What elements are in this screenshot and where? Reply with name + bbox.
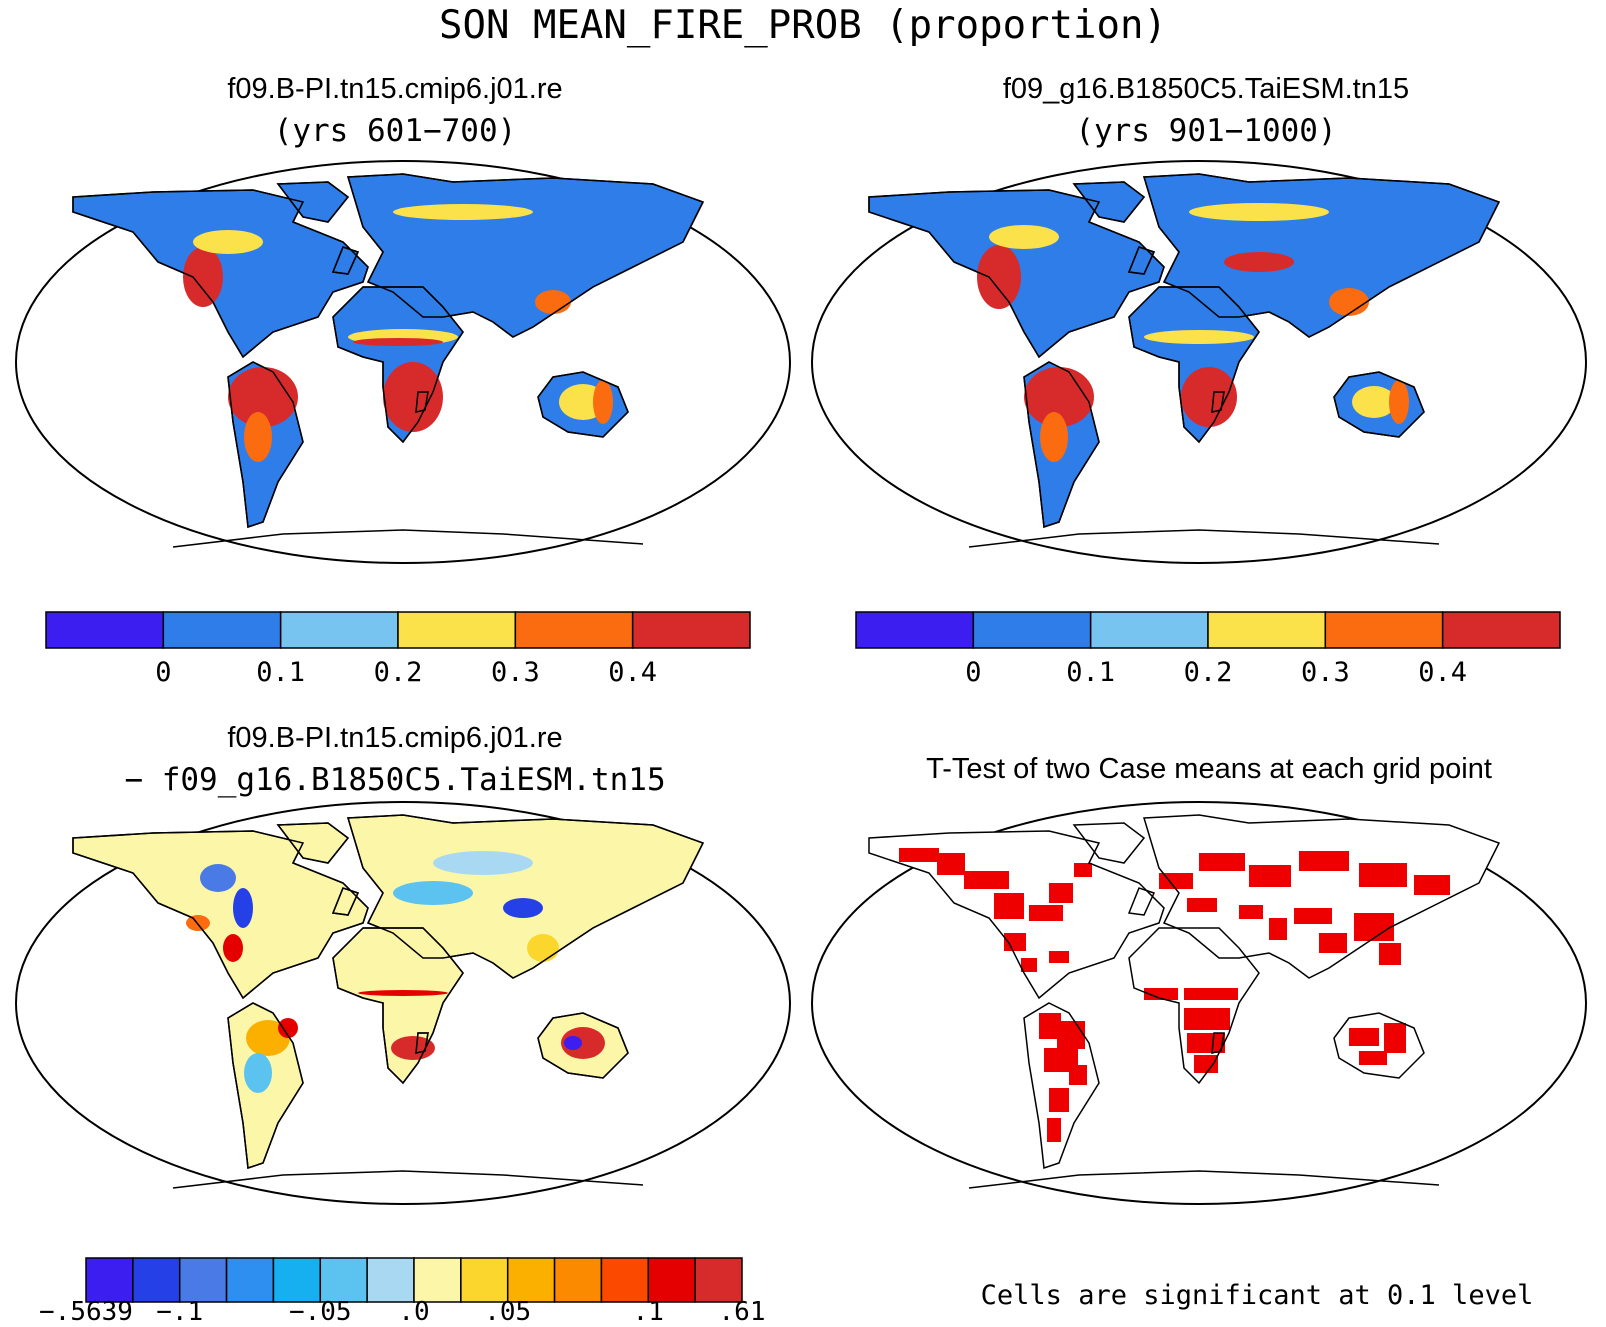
diff-colorbar-swatch: [506, 1257, 556, 1303]
mean-colorbar-right-swatch: [972, 611, 1092, 649]
diff-colorbar-tick-label: .61: [719, 1297, 766, 1327]
mean-colorbar-left-swatch: [631, 611, 751, 649]
mean-colorbar-left-tick-label: 0.4: [608, 657, 657, 688]
diff-colorbar-swatch: [600, 1257, 650, 1303]
significance-note: Cells are significant at 0.1 level: [981, 1280, 1534, 1311]
mean-colorbar-right-tick-label: 0.1: [1066, 657, 1115, 688]
mean-colorbar-right-tick-label: 0: [965, 657, 981, 688]
diff-colorbar-swatch: [366, 1257, 415, 1303]
diff-colorbar-tick-label: −.05: [289, 1297, 352, 1327]
mean-colorbar-right-swatch: [855, 611, 975, 649]
mean-colorbar-right-swatch: [1207, 611, 1327, 649]
top-right-title: f09_g16.B1850C5.TaiESM.tn15: [1003, 73, 1409, 105]
bottom-left-subtitle: − f09_g16.B1850C5.TaiESM.tn15: [124, 762, 665, 798]
mean-colorbar-right-swatch: [1089, 611, 1209, 649]
bottom-left-title: f09.B-PI.tn15.cmip6.j01.re: [227, 722, 562, 754]
mean-colorbar-left: 0 0.1 0.2 0.3 0.4: [45, 611, 751, 688]
diff-colorbar-swatch: [272, 1257, 322, 1303]
diff-colorbar-tick-label: −.5639: [39, 1297, 133, 1327]
diff-colorbar-tick-label: .1: [633, 1297, 664, 1327]
antarctica-coast: [172, 1170, 644, 1189]
mean-colorbar-right: 0 0.1 0.2 0.3 0.4: [855, 611, 1561, 688]
diff-colorbar-swatch: [225, 1257, 275, 1303]
diff-colorbar-swatch: [647, 1257, 696, 1303]
mean-colorbar-left-swatch: [162, 611, 282, 649]
diff-colorbar: −.5639 −.1 −.05 .0 .05 .1 .61: [39, 1257, 766, 1327]
mean-colorbar-left-tick-label: 0: [155, 657, 171, 688]
diff-colorbar-swatch: [319, 1257, 368, 1303]
top-left-subtitle: (yrs 601−700): [274, 113, 517, 149]
antarctica-coast: [968, 1170, 1440, 1189]
mean-colorbar-right-swatch: [1324, 611, 1444, 649]
mean-colorbar-right-tick-label: 0.4: [1418, 657, 1467, 688]
top-left-title: f09.B-PI.tn15.cmip6.j01.re: [227, 73, 562, 105]
mean-colorbar-left-swatch: [397, 611, 517, 649]
diff-colorbar-swatch: [413, 1257, 462, 1303]
bottom-left-map: [15, 801, 791, 1205]
mean-colorbar-left-tick-label: 0.2: [374, 657, 423, 688]
diff-colorbar-tick-label: .05: [484, 1297, 531, 1327]
mean-colorbar-left-swatch: [514, 611, 634, 649]
diff-colorbar-swatch: [460, 1257, 509, 1303]
main-title: SON MEAN_FIRE_PROB (proportion): [439, 3, 1167, 48]
mean-colorbar-right-swatch: [1441, 611, 1561, 649]
mean-colorbar-right-tick-label: 0.3: [1301, 657, 1350, 688]
mean-colorbar-right-tick-label: 0.2: [1184, 657, 1233, 688]
bottom-right-title: T-Test of two Case means at each grid po…: [926, 753, 1492, 785]
diff-colorbar-swatch: [694, 1257, 743, 1303]
mean-colorbar-left-swatch: [45, 611, 165, 649]
antarctica-coast: [172, 529, 644, 548]
diff-colorbar-swatch: [132, 1257, 181, 1303]
bottom-right-map: [811, 801, 1587, 1205]
antarctica-coast: [968, 529, 1440, 548]
top-right-subtitle: (yrs 901−1000): [1075, 113, 1336, 149]
diff-colorbar-tick-label: .0: [398, 1297, 429, 1327]
mean-colorbar-left-swatch: [279, 611, 399, 649]
mean-colorbar-left-tick-label: 0.3: [491, 657, 540, 688]
top-right-map: [811, 160, 1587, 564]
top-left-map: [15, 160, 791, 564]
diff-colorbar-tick-label: −.1: [156, 1297, 203, 1327]
diff-colorbar-swatch: [553, 1257, 603, 1303]
mean-colorbar-left-tick-label: 0.1: [256, 657, 305, 688]
diff-colorbar-swatch: [85, 1257, 134, 1303]
fire-prob-high: [183, 204, 613, 462]
diff-colorbar-swatch: [178, 1257, 228, 1303]
